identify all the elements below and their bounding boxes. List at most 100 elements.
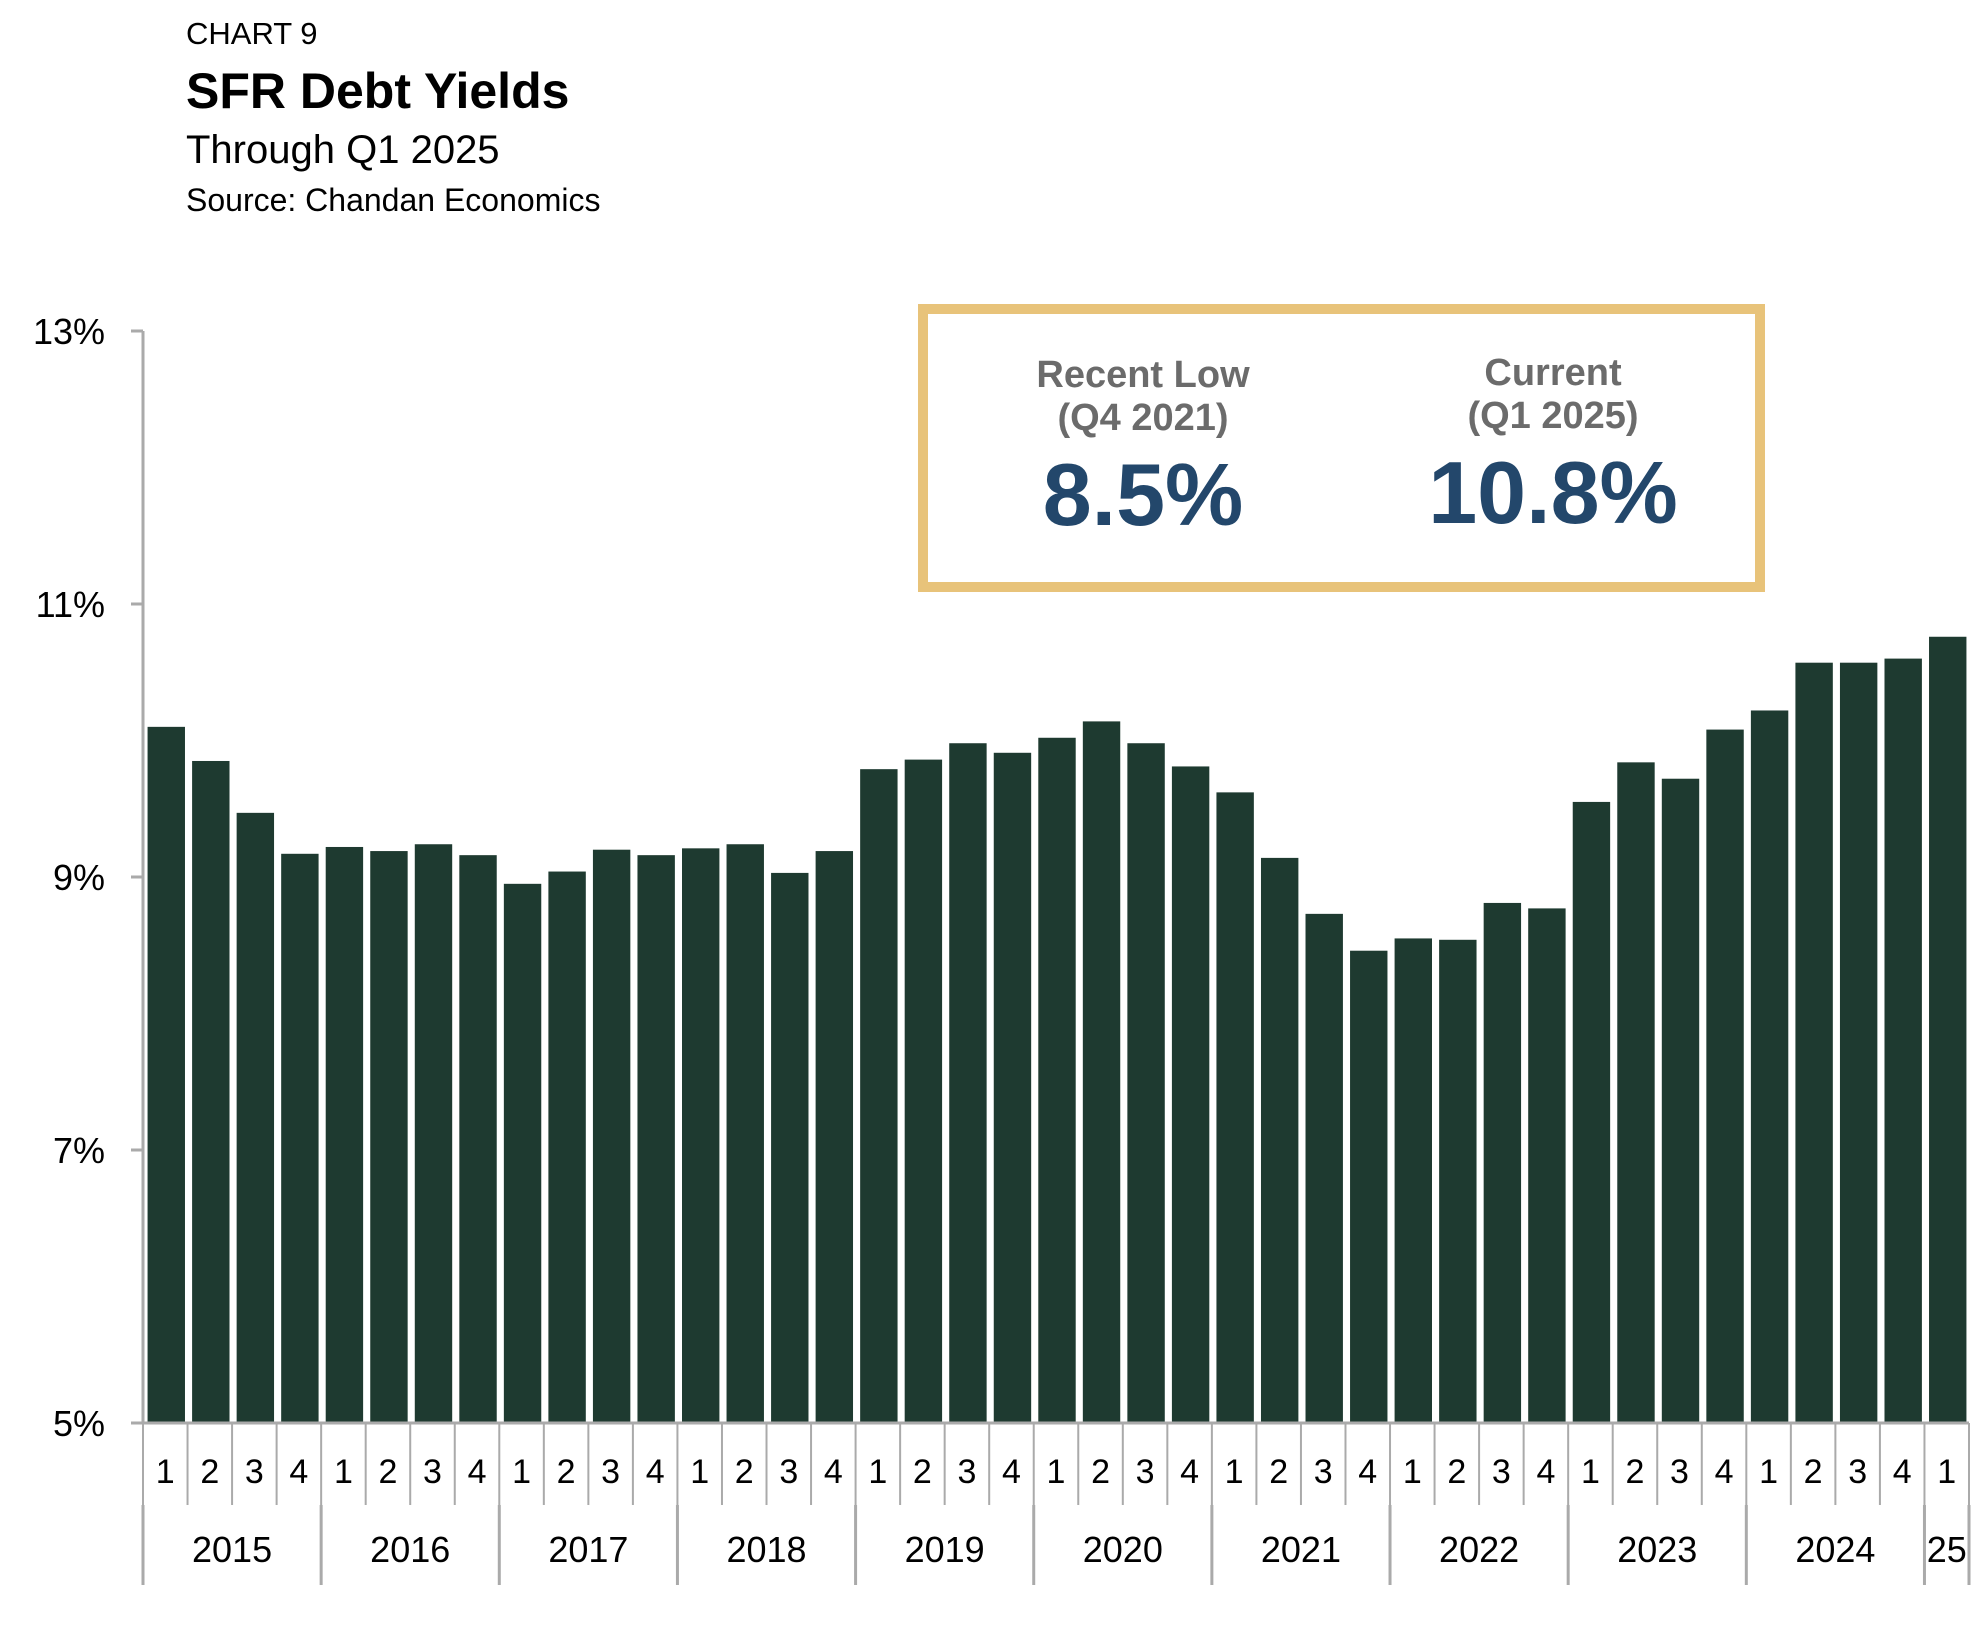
bar	[860, 769, 898, 1423]
quarter-label: 2	[378, 1453, 397, 1491]
year-label: 25	[1927, 1529, 1967, 1570]
quarter-label: 1	[334, 1453, 353, 1491]
bar	[815, 851, 854, 1423]
bar	[459, 855, 497, 1423]
recent-low-value: 8.5%	[1042, 444, 1244, 544]
bar	[1305, 913, 1343, 1423]
quarter-label: 1	[1581, 1453, 1600, 1491]
bar	[1795, 662, 1833, 1423]
quarter-label: 4	[1893, 1453, 1912, 1491]
y-tick-label: 13%	[33, 311, 105, 352]
bar	[1216, 792, 1254, 1423]
quarter-label: 2	[200, 1453, 219, 1491]
axes-group: 5%7%9%11%13%1 2 3 4 1 2 3 4 1 2 3 4 1 2 3 4 1 2 3 4 1 2 3 4 1 2 3 4…	[33, 311, 1971, 1585]
bar	[370, 851, 408, 1423]
bar	[1483, 902, 1522, 1423]
quarter-label: 1	[690, 1453, 709, 1491]
year-label: 2021	[1261, 1529, 1341, 1570]
bar	[904, 759, 943, 1423]
chart-subtitle: Through Q1 2025	[186, 128, 500, 172]
quarter-label: 3	[1314, 1453, 1333, 1491]
bar	[1839, 662, 1878, 1423]
quarter-label: 1	[868, 1453, 887, 1491]
quarter-label: 3	[1848, 1453, 1867, 1491]
y-tick-label: 7%	[53, 1130, 105, 1171]
quarter-label: 3	[779, 1453, 798, 1491]
year-label: 2018	[726, 1529, 806, 1570]
bar	[1750, 710, 1789, 1423]
chart-title: SFR Debt Yields	[186, 63, 570, 119]
quarter-label: 4	[1715, 1453, 1734, 1491]
bar	[771, 872, 809, 1423]
quarter-label: 1	[1047, 1453, 1066, 1491]
bar	[1082, 721, 1121, 1423]
y-tick-label: 9%	[53, 857, 105, 898]
bar	[993, 752, 1032, 1423]
bar	[192, 760, 230, 1423]
y-tick-label: 5%	[53, 1403, 105, 1444]
bar	[1394, 938, 1432, 1423]
bar	[1038, 737, 1076, 1423]
bar	[1706, 729, 1744, 1423]
year-label: 2020	[1083, 1529, 1163, 1570]
current-period: (Q1 2025)	[1467, 395, 1639, 438]
year-label: 2022	[1439, 1529, 1519, 1570]
bar	[325, 846, 364, 1423]
bar	[1661, 778, 1700, 1423]
stats-callout: Recent Low (Q4 2021) 8.5% Current (Q1 20…	[918, 304, 1765, 592]
bar	[548, 871, 586, 1423]
quarter-label: 4	[289, 1453, 308, 1491]
quarter-label: 1	[1759, 1453, 1778, 1491]
quarter-label: 2	[557, 1453, 576, 1491]
quarter-label: 1	[1403, 1453, 1422, 1491]
bar	[503, 883, 542, 1423]
year-label: 2016	[370, 1529, 450, 1570]
bar	[414, 844, 453, 1423]
quarter-label: 3	[1136, 1453, 1155, 1491]
quarter-label: 4	[1002, 1453, 1021, 1491]
chart-number: CHART 9	[186, 16, 318, 51]
bar	[281, 853, 319, 1423]
quarter-label: 2	[1091, 1453, 1110, 1491]
quarter-label: 3	[245, 1453, 264, 1491]
year-label: 2017	[548, 1529, 628, 1570]
quarter-label: 2	[735, 1453, 754, 1491]
current-value: 10.8%	[1428, 442, 1678, 542]
current-label: Current	[1484, 352, 1622, 394]
bar	[1350, 950, 1388, 1423]
bar	[726, 844, 764, 1423]
y-tick-label: 11%	[36, 584, 105, 625]
bar	[1572, 801, 1611, 1423]
year-label: 2015	[192, 1529, 272, 1570]
year-label: 2023	[1617, 1529, 1697, 1570]
quarter-label: 1	[156, 1453, 175, 1491]
chart-source: Source: Chandan Economics	[186, 182, 601, 218]
bar	[236, 812, 275, 1423]
bar	[949, 743, 987, 1423]
quarter-label: 3	[1670, 1453, 1689, 1491]
bar	[1884, 658, 1922, 1423]
bar	[1929, 636, 1967, 1423]
bar	[637, 855, 675, 1423]
quarter-label: 1	[1937, 1453, 1956, 1491]
current-stat: Current (Q1 2025) 10.8%	[1353, 352, 1753, 541]
bar	[1528, 908, 1566, 1423]
bar	[1439, 939, 1477, 1423]
quarter-label: 3	[423, 1453, 442, 1491]
quarter-label: 2	[1626, 1453, 1645, 1491]
quarter-label: 1	[1225, 1453, 1244, 1491]
bar	[1617, 762, 1655, 1423]
quarter-label: 4	[1358, 1453, 1377, 1491]
bar	[147, 726, 185, 1423]
quarter-label: 4	[1180, 1453, 1199, 1491]
recent-low-period: (Q4 2021)	[1057, 397, 1229, 440]
recent-low-label: Recent Low	[1036, 354, 1250, 396]
recent-low-stat: Recent Low (Q4 2021) 8.5%	[943, 354, 1343, 543]
bar	[682, 848, 720, 1423]
quarter-label: 3	[601, 1453, 620, 1491]
quarter-label: 2	[1447, 1453, 1466, 1491]
bar	[1171, 766, 1210, 1423]
quarter-label: 4	[468, 1453, 487, 1491]
bar	[1260, 857, 1299, 1423]
